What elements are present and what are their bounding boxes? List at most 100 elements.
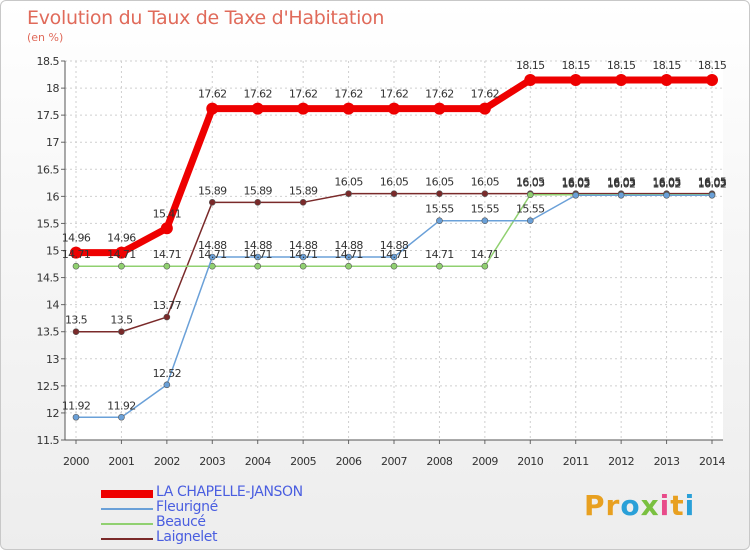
data-label-0: 18.15: [652, 59, 681, 72]
series-point-1: [708, 191, 716, 199]
series-point-1: [617, 191, 625, 199]
data-label-0: 17.62: [289, 88, 318, 101]
x-tick-label: 2007: [381, 455, 407, 468]
y-tick-label: 11.5: [37, 434, 60, 447]
data-label-0: 17.62: [380, 88, 409, 101]
x-tick-label: 2013: [654, 455, 680, 468]
y-tick-label: 12: [46, 407, 59, 420]
data-label-3: 16.05: [516, 176, 545, 189]
series-point-0: [660, 73, 673, 86]
series-point-1: [118, 413, 125, 421]
data-label-0: 17.62: [243, 88, 272, 101]
y-tick-label: 17: [46, 136, 59, 149]
proxiti-logo: Proxiti: [584, 489, 695, 522]
data-label-1: 14.88: [198, 239, 227, 252]
series-point-2: [299, 262, 307, 270]
series-point-2: [72, 262, 80, 270]
data-label-2: 14.71: [107, 248, 136, 261]
data-label-3: 13.77: [153, 299, 182, 312]
data-label-2: 14.71: [425, 248, 454, 261]
series-point-2: [118, 262, 125, 270]
series-point-0: [160, 222, 173, 235]
series-point-0: [342, 102, 355, 115]
y-tick-label: 15.5: [37, 217, 60, 230]
legend-label: Laignelet: [156, 529, 218, 545]
series-point-3: [436, 190, 443, 197]
legend-label: LA CHAPELLE-JANSON: [156, 484, 303, 500]
x-tick-label: 2010: [517, 455, 543, 468]
series-point-1: [299, 253, 307, 261]
series-point-0: [70, 246, 82, 259]
legend-swatch: [101, 523, 153, 525]
y-tick-label: 14: [46, 299, 59, 312]
data-label-0: 18.15: [516, 59, 545, 72]
x-tick-label: 2008: [426, 455, 452, 468]
data-label-3: 13.5: [110, 314, 133, 327]
data-label-1: 16.02: [607, 177, 636, 190]
y-tick-label: 13: [46, 353, 59, 366]
series-point-0: [433, 102, 446, 115]
y-tick-label: 16: [46, 190, 59, 203]
series-point-0: [478, 102, 491, 115]
data-label-3: 16.05: [607, 176, 636, 189]
data-label-1: 15.55: [516, 203, 545, 216]
series-point-2: [345, 262, 352, 270]
series-point-0: [524, 73, 537, 86]
x-tick-label: 2002: [154, 455, 180, 468]
series-point-0: [615, 73, 628, 86]
data-label-3: 16.05: [471, 176, 500, 189]
series-point-1: [163, 381, 171, 389]
data-label-0: 17.62: [471, 88, 500, 101]
series-point-1: [345, 253, 352, 261]
data-label-1: 14.88: [243, 239, 272, 252]
data-label-0: 17.62: [198, 88, 227, 101]
x-tick-label: 2012: [608, 455, 634, 468]
y-tick-label: 15: [46, 245, 59, 258]
data-label-2: 16.03: [607, 177, 636, 190]
x-tick-label: 2000: [63, 455, 89, 468]
data-label-0: 14.96: [107, 232, 136, 245]
data-label-3: 16.05: [652, 176, 681, 189]
y-tick-label: 16.5: [37, 163, 60, 176]
x-tick-label: 2001: [108, 455, 134, 468]
series-point-2: [254, 262, 262, 270]
data-label-2: 14.71: [334, 248, 363, 261]
y-tick-label: 18: [46, 82, 59, 95]
series-point-2: [526, 191, 534, 199]
data-label-0: 14.96: [62, 232, 91, 245]
x-tick-label: 2003: [199, 455, 225, 468]
chart-unit: (en %): [27, 31, 64, 44]
data-label-1: 11.92: [107, 399, 136, 412]
data-label-1: 12.52: [153, 367, 182, 380]
series-point-1: [390, 253, 398, 261]
data-label-2: 14.71: [289, 248, 318, 261]
chart-title: Evolution du Taux de Taxe d'Habitation: [27, 7, 385, 29]
logo-letter: i: [659, 489, 671, 522]
series-point-0: [706, 73, 718, 86]
series-point-2: [163, 262, 171, 270]
legend-swatch: [101, 538, 153, 540]
data-label-0: 15.41: [153, 207, 182, 220]
series-point-1: [663, 191, 670, 199]
data-label-3: 16.05: [698, 176, 727, 189]
data-label-2: 14.71: [471, 248, 500, 261]
y-tick-label: 18.5: [37, 55, 60, 68]
data-label-0: 18.15: [607, 59, 636, 72]
y-tick-label: 17.5: [37, 109, 60, 122]
series-point-0: [569, 73, 582, 86]
data-label-1: 15.55: [425, 203, 454, 216]
series-point-0: [251, 102, 264, 115]
data-label-3: 13.5: [65, 314, 88, 327]
x-tick-label: 2006: [336, 455, 362, 468]
series-point-1: [72, 413, 80, 421]
x-tick-label: 2014: [699, 455, 725, 468]
data-label-3: 16.05: [334, 176, 363, 189]
logo-letter: x: [640, 489, 660, 522]
data-label-2: 14.71: [198, 248, 227, 261]
series-point-3: [345, 190, 352, 197]
series-point-3: [254, 199, 262, 206]
data-label-3: 15.89: [289, 184, 318, 197]
series-point-0: [297, 102, 310, 115]
